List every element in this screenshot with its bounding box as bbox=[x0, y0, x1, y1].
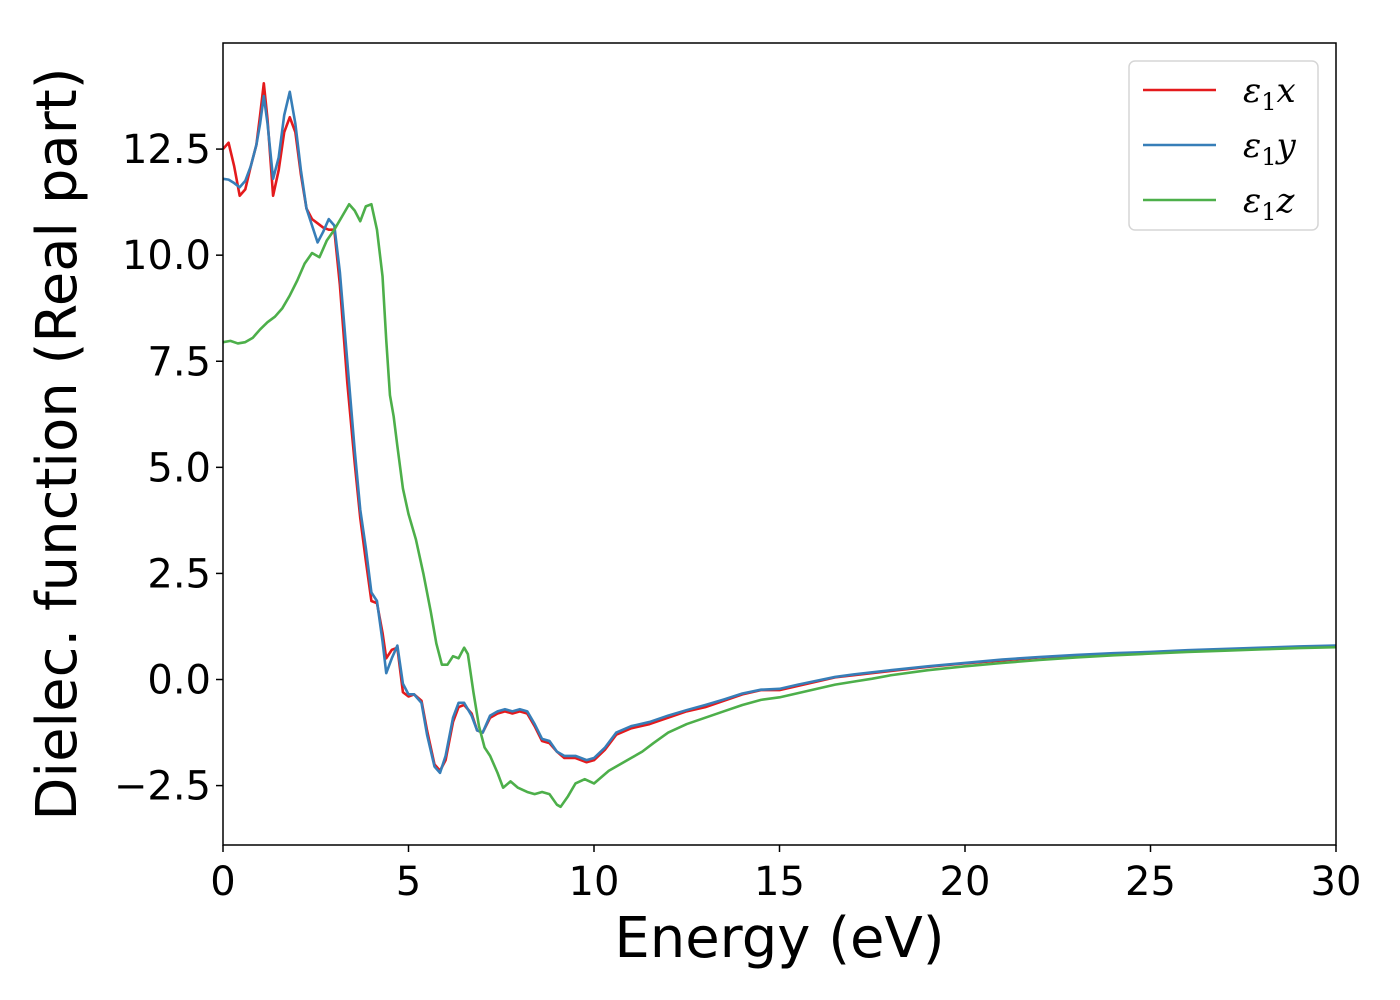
y-tick-label: 5.0 bbox=[147, 445, 211, 491]
x-tick-label: 5 bbox=[396, 859, 421, 905]
x-tick-label: 30 bbox=[1311, 859, 1362, 905]
series-line-y bbox=[223, 90, 1336, 775]
x-axis: 0 5 10 15 20 25 30 bbox=[210, 845, 1361, 905]
x-tick-label: 25 bbox=[1125, 859, 1176, 905]
x-tick-label: 15 bbox=[754, 859, 805, 905]
y-tick-label: 2.5 bbox=[147, 551, 211, 597]
x-axis-label: Energy (eV) bbox=[614, 906, 944, 971]
legend-label-x: ε1x bbox=[1243, 71, 1296, 116]
y-tick-label: 10.0 bbox=[122, 233, 211, 279]
legend-box bbox=[1128, 60, 1319, 231]
x-tick-label: 20 bbox=[940, 859, 991, 905]
y-axis: −2.5 0.0 2.5 5.0 7.5 10.0 12.5 bbox=[114, 127, 223, 810]
x-tick-label: 0 bbox=[210, 859, 235, 905]
y-axis-label: Dielec. function (Real part) bbox=[25, 67, 90, 820]
y-tick-label: −2.5 bbox=[114, 764, 211, 810]
legend-label-z: ε1z bbox=[1243, 181, 1296, 226]
y-tick-label: 0.0 bbox=[147, 658, 211, 704]
y-tick-label: 7.5 bbox=[147, 339, 211, 385]
x-tick-label: 10 bbox=[569, 859, 620, 905]
legend-label-y: ε1y bbox=[1243, 126, 1297, 171]
series-line-z bbox=[223, 202, 1336, 809]
y-tick-label: 12.5 bbox=[122, 127, 211, 173]
legend: ε1x ε1y ε1z bbox=[1128, 60, 1319, 231]
series-lines bbox=[223, 82, 1336, 809]
